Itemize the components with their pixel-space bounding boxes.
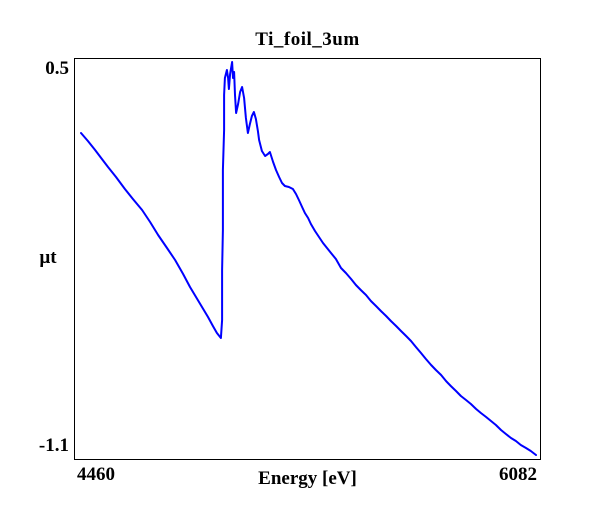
plot-area xyxy=(74,58,541,460)
y-axis-min-tick-label: -1.1 xyxy=(38,435,69,456)
x-axis-max-tick-label: 6082 xyxy=(499,464,537,485)
spectrum-plot xyxy=(75,59,540,459)
chart-title: Ti_foil_3um xyxy=(255,29,360,50)
y-axis-label: µt xyxy=(39,247,57,268)
y-axis-max-tick-label: 0.5 xyxy=(45,58,69,79)
x-axis-min-tick-label: 4460 xyxy=(77,464,115,485)
absorption-curve-line xyxy=(81,62,536,455)
x-axis-label: Energy [eV] xyxy=(258,468,357,489)
